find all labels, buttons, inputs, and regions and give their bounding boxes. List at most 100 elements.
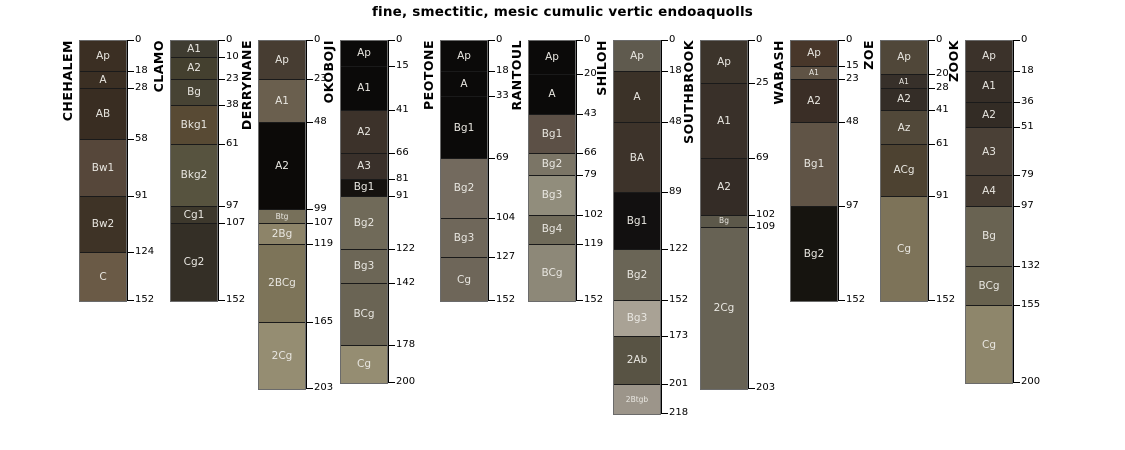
horizon-label: A2 xyxy=(275,160,289,173)
horizon-label: Ap xyxy=(457,49,471,62)
horizon-label: 2Bg xyxy=(271,227,293,240)
horizon-label: 2Cg xyxy=(713,301,735,314)
axis-spine xyxy=(127,40,128,301)
axis-tick xyxy=(306,209,313,211)
soil-horizon: Bg2 xyxy=(529,153,575,177)
axis-tick xyxy=(661,40,668,41)
horizon-label: Bw1 xyxy=(91,161,115,174)
axis-tick xyxy=(488,96,495,98)
axis-tick xyxy=(127,252,134,254)
axis-tick-label: 152 xyxy=(936,294,956,306)
soil-horizon: A xyxy=(80,71,126,89)
profile-column: Ap A BA Bg1 Bg2 Bg3 2Ab 2Btgb xyxy=(613,40,661,416)
axis-tick-label: 0 xyxy=(846,34,853,45)
axis-tick-label: 97 xyxy=(1021,200,1034,212)
horizon-label: C xyxy=(99,270,107,283)
soil-horizon: ACg xyxy=(881,145,927,197)
soil-horizon: Bg3 xyxy=(441,219,487,259)
axis-spine xyxy=(306,40,307,388)
horizon-label: A1 xyxy=(357,82,371,95)
soil-horizon: Cg2 xyxy=(171,224,217,302)
soil-horizon: A2 xyxy=(701,159,747,216)
profile-name-label: SOUTHBROOK xyxy=(681,40,696,144)
horizon-label: Btg xyxy=(275,212,289,222)
soil-horizon: A2 xyxy=(966,102,1012,129)
axis-tick-label: 152 xyxy=(584,294,604,306)
axis-tick xyxy=(748,226,755,228)
axis-tick xyxy=(218,206,225,208)
axis-tick-label: 0 xyxy=(669,34,676,45)
axis-tick xyxy=(1013,101,1020,103)
axis-tick xyxy=(748,40,755,41)
axis-spine xyxy=(838,40,839,301)
profile-column: Ap A1 A2 Btg 2Bg 2BCg 2Cg xyxy=(258,40,306,390)
axis-tick-label: 41 xyxy=(396,104,409,116)
profile-column: Ap A1 A2 A3 A4 Bg BCg Cg xyxy=(965,40,1013,385)
horizon-label: A3 xyxy=(357,160,371,173)
horizon-label: Cg2 xyxy=(183,256,205,269)
horizon-label: Bg3 xyxy=(453,231,475,244)
soil-horizon: A1 xyxy=(966,71,1012,103)
soil-horizon: A2 xyxy=(341,111,387,154)
axis-tick xyxy=(218,300,225,302)
axis-tick-label: 178 xyxy=(396,338,416,350)
profile-column: Ap A Bg1 Bg2 Bg3 Cg xyxy=(440,40,488,303)
profile-name-label: OKOBOJI xyxy=(321,40,336,104)
axis-tick xyxy=(127,70,134,72)
soil-horizon: C xyxy=(80,253,126,302)
axis-tick xyxy=(661,336,668,338)
axis-tick-label: 18 xyxy=(496,64,509,76)
axis-tick-label: 61 xyxy=(226,138,239,150)
axis-spine xyxy=(488,40,489,301)
horizon-label: A2 xyxy=(982,108,996,121)
horizon-label: A1 xyxy=(809,68,819,78)
horizon-label: BCg xyxy=(978,279,1000,292)
axis-tick xyxy=(218,40,225,41)
axis-tick xyxy=(306,79,313,81)
horizon-label: Bg2 xyxy=(453,182,475,195)
axis-tick xyxy=(576,74,583,76)
axis-tick xyxy=(388,195,395,197)
axis-tick xyxy=(218,144,225,146)
horizon-label: A1 xyxy=(187,42,201,55)
axis-tick xyxy=(661,70,668,72)
axis-tick xyxy=(127,87,134,89)
axis-tick xyxy=(218,79,225,81)
axis-tick xyxy=(1013,127,1020,129)
soil-horizon: Cg xyxy=(341,345,387,384)
horizon-label: Cg1 xyxy=(183,208,205,221)
axis-spine xyxy=(218,40,219,301)
axis-tick xyxy=(661,192,668,194)
horizon-label: ACg xyxy=(893,164,915,177)
axis-tick-label: 0 xyxy=(936,34,943,45)
axis-tick-label: 200 xyxy=(1021,376,1041,388)
axis-tick xyxy=(1013,40,1020,41)
horizon-label: AB xyxy=(95,107,111,120)
horizon-label: Bg xyxy=(982,230,996,243)
soil-horizon: A3 xyxy=(341,153,387,180)
axis-tick xyxy=(488,300,495,302)
horizon-label: Bg xyxy=(719,216,729,226)
axis-spine xyxy=(661,40,662,414)
axis-tick-label: 122 xyxy=(396,242,416,254)
axis-tick-label: 0 xyxy=(584,34,591,45)
axis-tick-label: 203 xyxy=(756,381,776,393)
horizon-label: 2Cg xyxy=(271,349,293,362)
axis-tick xyxy=(306,122,313,124)
axis-tick-label: 18 xyxy=(1021,64,1034,76)
soil-horizon: A xyxy=(614,71,660,124)
soil-horizon: Bw1 xyxy=(80,140,126,197)
axis-tick xyxy=(388,248,395,250)
axis-tick-label: 61 xyxy=(936,138,949,150)
axis-tick xyxy=(576,243,583,245)
axis-tick xyxy=(488,158,495,160)
horizon-label: Bg1 xyxy=(541,127,563,140)
soil-horizon: 2Cg xyxy=(259,323,305,389)
axis-tick xyxy=(838,65,845,67)
horizon-label: A1 xyxy=(982,80,996,93)
axis-tick xyxy=(838,122,845,124)
axis-tick-label: 15 xyxy=(396,59,409,71)
horizon-label: A xyxy=(633,90,641,103)
axis-tick-label: 127 xyxy=(496,251,516,263)
axis-tick-label: 0 xyxy=(396,34,403,45)
